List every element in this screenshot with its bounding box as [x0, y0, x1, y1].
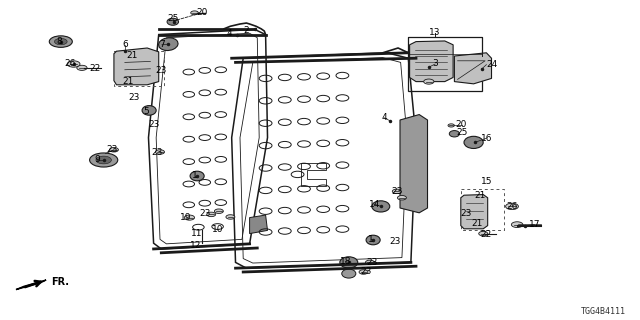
Text: 10: 10: [212, 225, 223, 234]
Text: 23: 23: [106, 145, 118, 154]
Circle shape: [109, 148, 118, 152]
Text: FR.: FR.: [51, 276, 69, 287]
Polygon shape: [410, 41, 453, 82]
Circle shape: [479, 231, 488, 236]
Text: 14: 14: [369, 200, 380, 209]
Polygon shape: [400, 115, 428, 213]
Ellipse shape: [142, 106, 156, 115]
Text: 21: 21: [122, 77, 134, 86]
Text: 21: 21: [474, 191, 486, 200]
Text: 20: 20: [455, 120, 467, 129]
Text: 3: 3: [433, 60, 438, 68]
Text: 23: 23: [129, 93, 140, 102]
Text: 16: 16: [481, 134, 492, 143]
Text: 23: 23: [360, 267, 372, 276]
Ellipse shape: [342, 269, 356, 278]
Text: 2: 2: [244, 26, 249, 35]
Text: 23: 23: [148, 120, 159, 129]
Text: 15: 15: [481, 177, 492, 186]
Circle shape: [397, 196, 406, 200]
Circle shape: [506, 203, 518, 210]
Text: 1: 1: [369, 235, 374, 244]
Ellipse shape: [372, 201, 390, 212]
Ellipse shape: [464, 136, 483, 148]
Text: 23: 23: [367, 258, 378, 267]
Polygon shape: [250, 215, 268, 234]
Text: 11: 11: [191, 229, 203, 238]
Text: 9: 9: [95, 156, 100, 164]
Circle shape: [448, 124, 454, 127]
Polygon shape: [461, 195, 488, 229]
Text: 20: 20: [196, 8, 207, 17]
Circle shape: [54, 38, 67, 45]
Ellipse shape: [190, 171, 204, 181]
Text: 21: 21: [471, 220, 483, 228]
Ellipse shape: [366, 235, 380, 245]
Circle shape: [90, 153, 118, 167]
Text: 26: 26: [65, 60, 76, 68]
Circle shape: [49, 36, 72, 47]
Text: 1: 1: [193, 172, 198, 180]
Circle shape: [392, 189, 401, 194]
Circle shape: [365, 260, 374, 265]
Circle shape: [156, 150, 164, 154]
Text: 5: 5: [143, 108, 148, 116]
Circle shape: [67, 61, 80, 67]
Ellipse shape: [340, 257, 358, 268]
Text: 23: 23: [151, 148, 163, 157]
Text: TGG4B4111: TGG4B4111: [581, 307, 626, 316]
Text: 22: 22: [89, 64, 100, 73]
Circle shape: [191, 11, 198, 15]
Circle shape: [77, 65, 87, 70]
Text: 7: 7: [159, 40, 164, 49]
Polygon shape: [454, 53, 492, 84]
Circle shape: [226, 215, 235, 219]
Text: 24: 24: [486, 60, 497, 69]
Text: 23: 23: [390, 237, 401, 246]
Circle shape: [184, 215, 195, 220]
Ellipse shape: [159, 38, 178, 51]
Circle shape: [359, 270, 368, 274]
Text: 25: 25: [167, 14, 179, 23]
Polygon shape: [114, 48, 159, 85]
Ellipse shape: [449, 131, 460, 137]
Text: 21: 21: [127, 52, 138, 60]
Text: 4: 4: [227, 29, 232, 38]
Text: 23: 23: [460, 209, 472, 218]
Circle shape: [207, 212, 216, 217]
Text: 8: 8: [56, 37, 61, 46]
Text: 25: 25: [456, 128, 468, 137]
Text: 23: 23: [199, 209, 211, 218]
Circle shape: [424, 79, 434, 84]
Ellipse shape: [167, 18, 179, 25]
Text: 23: 23: [156, 66, 167, 75]
Circle shape: [96, 156, 111, 164]
Text: 13: 13: [429, 28, 441, 37]
Circle shape: [214, 209, 223, 213]
Text: 17: 17: [529, 220, 540, 229]
Text: 26: 26: [506, 202, 518, 211]
Text: 12: 12: [189, 241, 201, 250]
Text: 22: 22: [481, 230, 492, 239]
Text: 6: 6: [122, 40, 127, 49]
Text: 4: 4: [381, 113, 387, 122]
Text: 23: 23: [391, 188, 403, 196]
Circle shape: [511, 222, 523, 228]
Polygon shape: [16, 280, 46, 290]
Text: 19: 19: [180, 213, 191, 222]
Text: 18: 18: [340, 257, 351, 266]
